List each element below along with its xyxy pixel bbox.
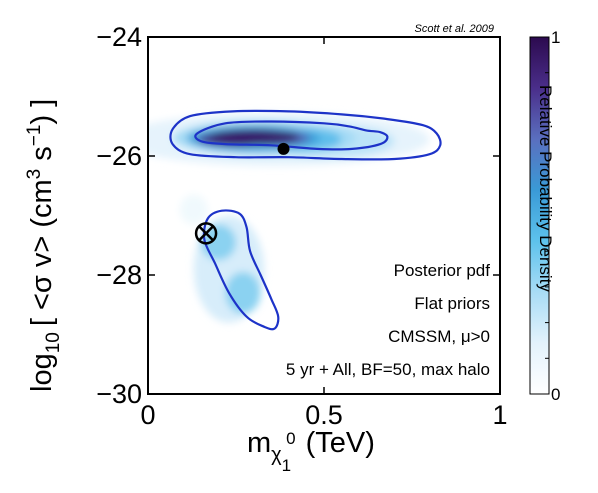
y-tick-label: −24 xyxy=(96,22,142,52)
x-tick-label: 1 xyxy=(492,400,507,430)
colorbar-max-label: 1 xyxy=(551,28,560,47)
y-axis-label: log10 [ <σ v> (cm3 s−1) ] xyxy=(24,99,64,392)
density-blob xyxy=(225,272,261,314)
density-blob xyxy=(207,129,300,145)
x-axis-label-subsub: 1 xyxy=(282,456,291,475)
y-axis-label-sup1: 3 xyxy=(24,169,45,180)
x-axis-label-units: (TeV) xyxy=(306,427,375,459)
colorbar: 1 0 Relative Probability Density xyxy=(529,28,560,404)
markers xyxy=(194,142,290,245)
contour-line xyxy=(202,209,280,331)
contour-line xyxy=(169,109,442,161)
best-fit-point xyxy=(277,142,290,155)
axis-ticks: 0 0.5 1 −24 −26 −28 −30 xyxy=(96,22,507,430)
density-blob xyxy=(179,194,208,225)
y-axis-label-body3: ) ] xyxy=(26,99,58,125)
y-axis-label-prefix: log xyxy=(26,353,58,392)
y-axis-label-body2: s xyxy=(26,146,58,169)
y-tick-label: −26 xyxy=(96,141,142,171)
colorbar-min-label: 0 xyxy=(551,385,560,404)
y-tick-label: −30 xyxy=(96,379,142,409)
contour-line xyxy=(194,120,389,151)
y-tick-label: −28 xyxy=(96,260,142,290)
annotation-block: Posterior pdf Flat priors CMSSM, μ>0 5 yr +… xyxy=(286,261,490,379)
x-axis-label-main: m xyxy=(247,427,271,459)
colorbar-ticks xyxy=(545,36,549,395)
credit-label: Scott et al. 2009 xyxy=(415,23,495,35)
x-axis-label-sup: 0 xyxy=(286,429,295,448)
posterior-mean-marker xyxy=(194,222,218,245)
y-axis-label-sup2: −1 xyxy=(24,125,45,147)
annotation-line: Flat priors xyxy=(414,294,490,313)
annotation-line: Posterior pdf xyxy=(394,261,491,280)
y-axis-label-sub: 10 xyxy=(43,332,64,353)
colorbar-label: Relative Probability Density xyxy=(536,85,555,292)
x-tick-label: 0 xyxy=(140,400,155,430)
annotation-line: 5 yr + All, BF=50, max halo xyxy=(286,360,490,379)
x-tick-label: 0.5 xyxy=(305,400,343,430)
y-axis-label-body1: [ <σ v> (cm xyxy=(26,179,58,326)
x-axis-label: mχ1 0 (TeV) xyxy=(247,427,375,475)
x-axis-label-sub: χ xyxy=(271,444,282,466)
credible-region-contours xyxy=(169,109,442,331)
annotation-line: CMSSM, μ>0 xyxy=(388,327,490,346)
